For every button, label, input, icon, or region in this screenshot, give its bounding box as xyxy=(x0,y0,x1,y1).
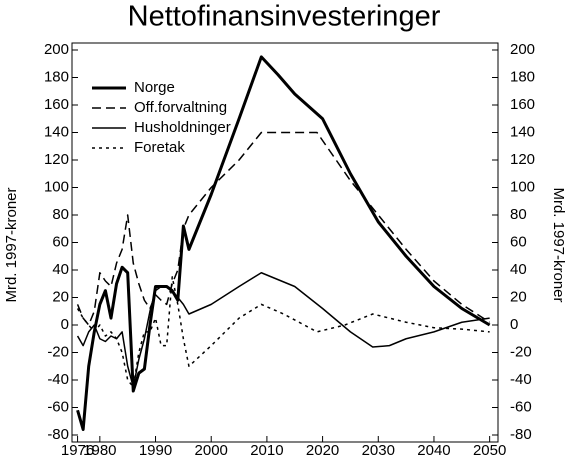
x-tick-label: 1980 xyxy=(83,442,116,458)
y-tick-label: 20 xyxy=(52,288,69,305)
x-tick-label: 1990 xyxy=(139,442,172,458)
x-tick-label: 2000 xyxy=(195,442,228,458)
y-tick-label: 140 xyxy=(44,123,69,140)
chart-title: Nettofinansinvesteringer xyxy=(128,1,441,33)
y2-tick-label: 200 xyxy=(510,41,535,58)
y-tick-label: 200 xyxy=(44,41,69,58)
series-line xyxy=(76,276,490,388)
y2-tick-label: -40 xyxy=(510,371,532,388)
legend-label: Norge xyxy=(134,79,175,96)
y2-tick-label: 160 xyxy=(510,96,535,113)
y-tick-label: 120 xyxy=(44,151,69,168)
y-tick-label: -20 xyxy=(47,343,69,360)
y-tick-label: -60 xyxy=(47,398,69,415)
y-tick-label: 100 xyxy=(44,178,69,195)
y-tick-label: 180 xyxy=(44,68,69,85)
legend-label: Husholdninger xyxy=(134,119,231,136)
y-axis-label: Mrd. 1997-kroner xyxy=(3,187,20,302)
y2-tick-label: 40 xyxy=(510,261,527,278)
y2-axis-label: Mrd. 1997-kroner xyxy=(550,187,567,302)
y2-tick-label: -80 xyxy=(510,426,532,443)
series-line xyxy=(76,131,491,326)
legend-label: Off.forvaltning xyxy=(134,99,227,116)
y2-tick-label: 60 xyxy=(510,233,527,250)
y2-tick-label: 140 xyxy=(510,123,535,140)
y-tick-label: 60 xyxy=(52,233,69,250)
y-tick-label: 40 xyxy=(52,261,69,278)
y-tick-label: 80 xyxy=(52,206,69,223)
y2-tick-label: 0 xyxy=(510,316,518,333)
x-tick-label: 2030 xyxy=(362,442,395,458)
y2-tick-label: 20 xyxy=(510,288,527,305)
y-tick-label: 0 xyxy=(61,316,69,333)
series-line xyxy=(76,272,490,388)
x-tick-label: 2050 xyxy=(473,442,506,458)
y-tick-label: 160 xyxy=(44,96,69,113)
x-tick-label: 2020 xyxy=(306,442,339,458)
x-tick-label: 2010 xyxy=(250,442,283,458)
y-tick-label: -40 xyxy=(47,371,69,388)
x-tick-label: 2040 xyxy=(417,442,450,458)
y2-tick-label: -20 xyxy=(510,343,532,360)
y2-tick-label: -60 xyxy=(510,398,532,415)
y2-tick-label: 80 xyxy=(510,206,527,223)
legend-label: Foretak xyxy=(134,139,185,156)
y2-tick-label: 120 xyxy=(510,151,535,168)
x-tick-label: 1976 xyxy=(61,442,94,458)
y-tick-label: -80 xyxy=(47,426,69,443)
y2-tick-label: 180 xyxy=(510,68,535,85)
y2-tick-label: 100 xyxy=(510,178,535,195)
